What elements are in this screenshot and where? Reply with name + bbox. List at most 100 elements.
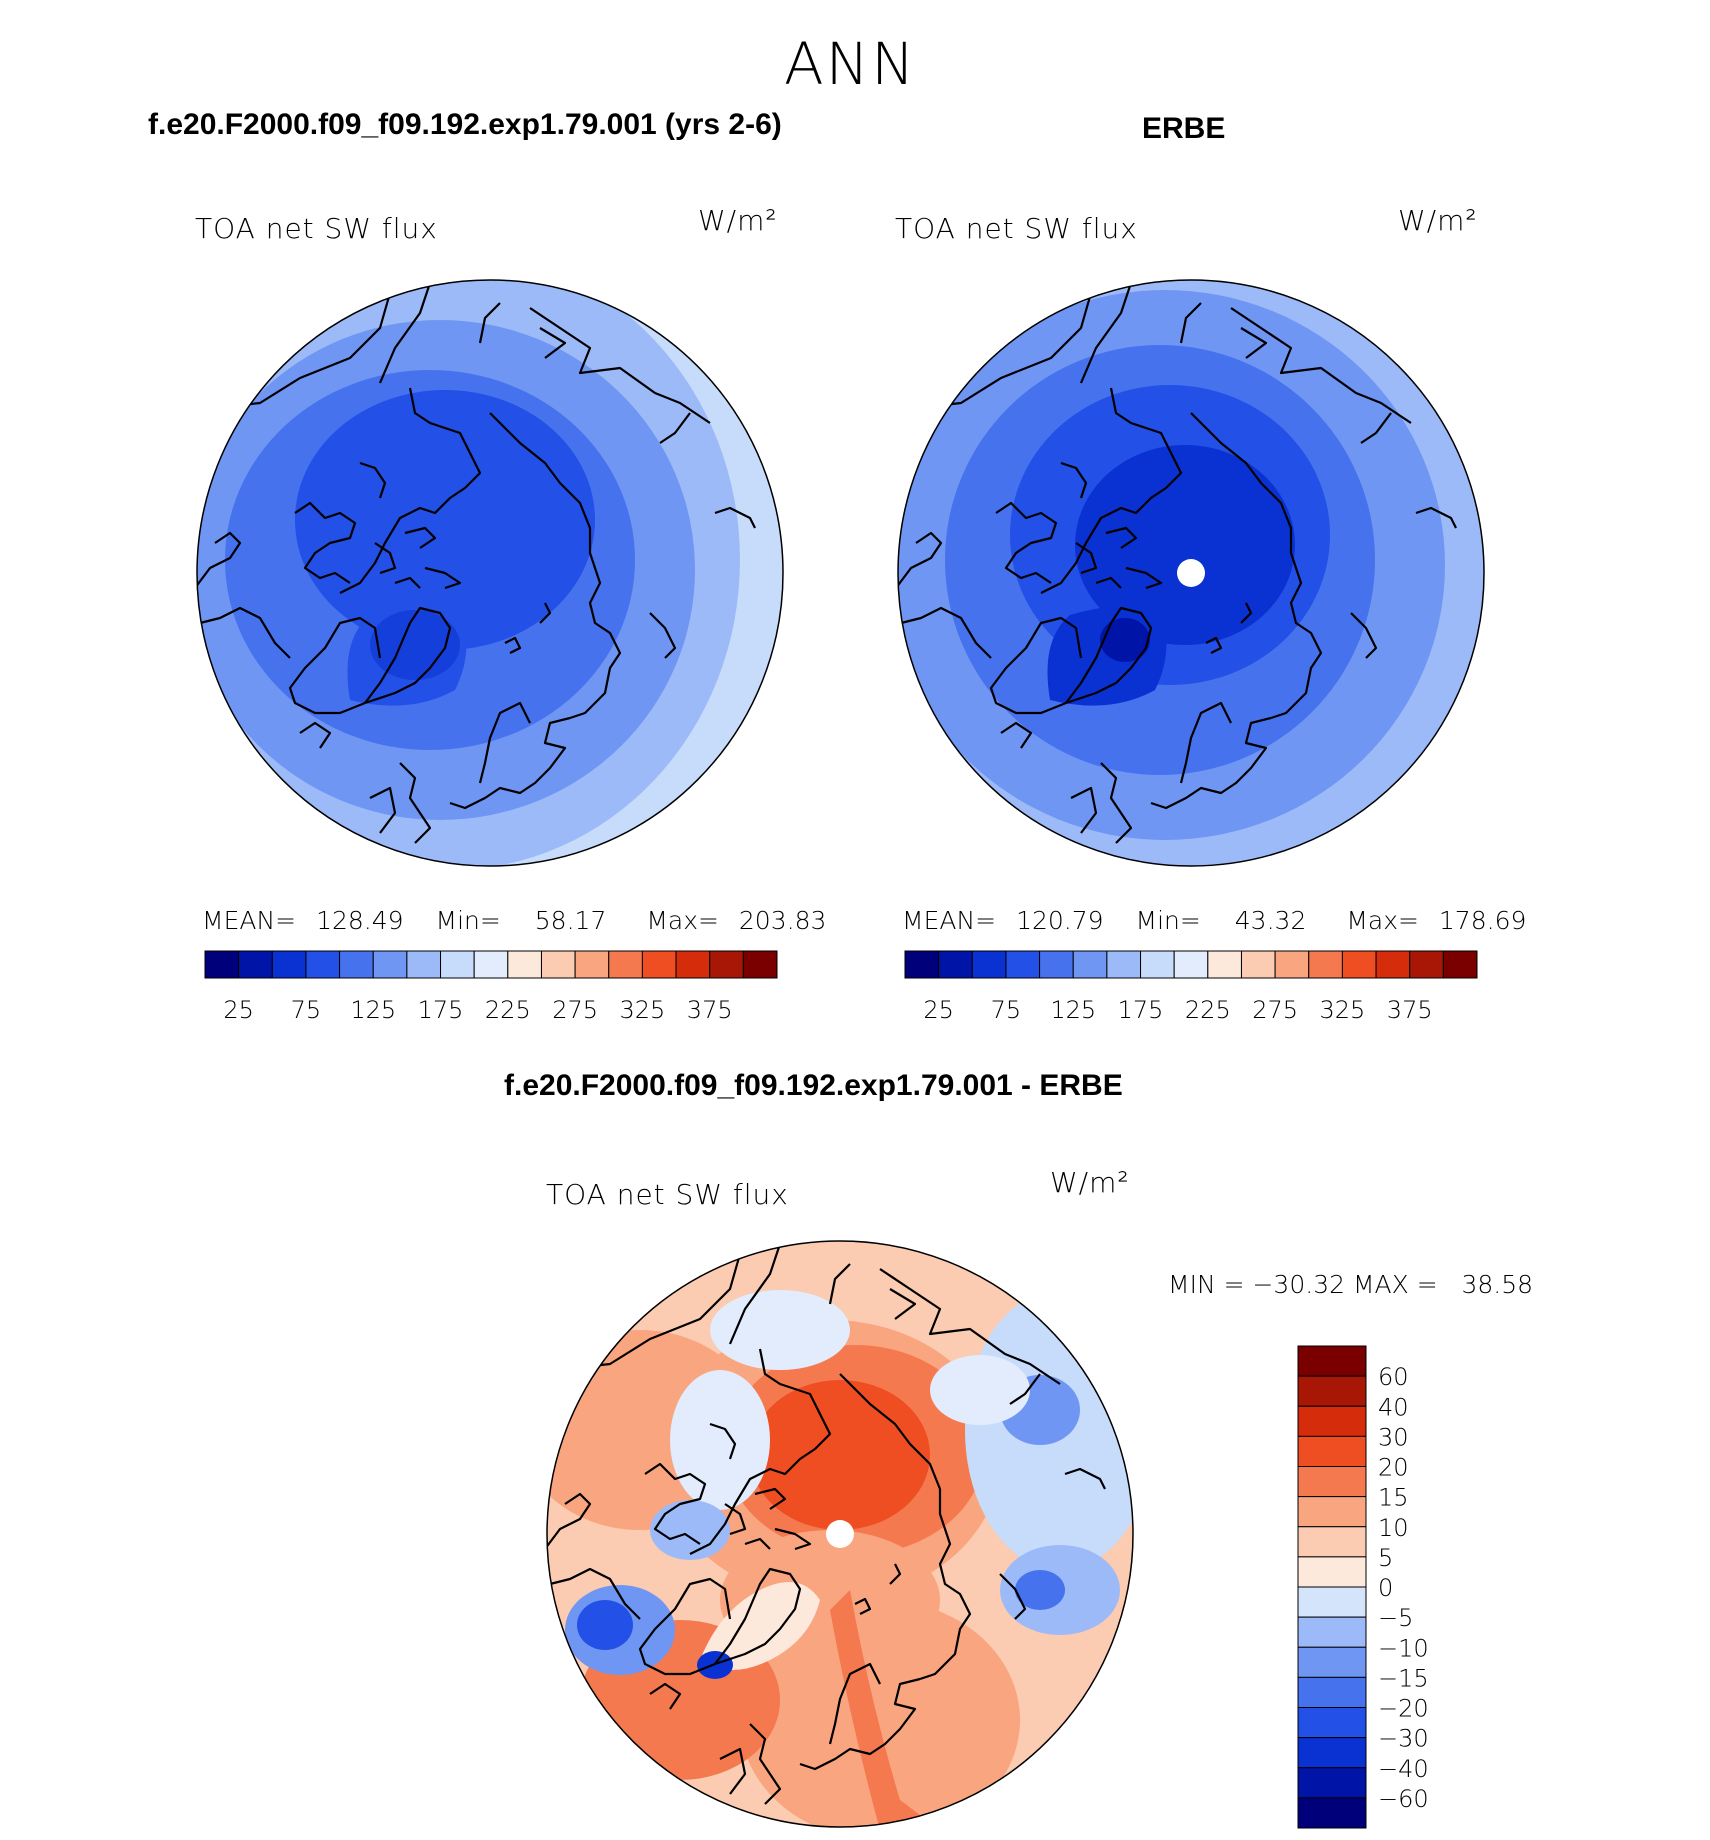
panel3-map (547, 1241, 1133, 1827)
panel2-colorbar-swatch (1240, 950, 1276, 979)
panel1-max-value: 203.83 (738, 906, 827, 935)
panel3-colorbar-tick-label: −20 (1378, 1695, 1429, 1723)
panel1-colorbar-swatch (204, 950, 240, 979)
panel3-colorbar-tick-label: 15 (1378, 1484, 1409, 1512)
panel3-colorbar-tick-label: −5 (1378, 1604, 1413, 1632)
panel1-colorbar-swatch (540, 950, 576, 979)
panel3-colorbar-tick-label: 60 (1378, 1363, 1409, 1391)
panel2-colorbar-swatch (938, 950, 973, 979)
panel2-mean-label: MEAN= (902, 906, 997, 935)
panel2-colorbar-tick-label: 25 (923, 996, 954, 1024)
panel1-title: f.e20.F2000.f09_f09.192.exp1.79.001 (yrs… (148, 108, 782, 141)
panel2-colorbar-swatch (904, 950, 940, 979)
panel3-pole-hole (826, 1520, 854, 1548)
panel3-colorbar-tick-label: −40 (1378, 1755, 1429, 1783)
panel3-colorbar-swatch (1297, 1676, 1367, 1708)
panel2-max-label: Max= (1346, 906, 1419, 935)
panel3-colorbar-tick-label: −30 (1378, 1725, 1429, 1753)
panel1-colorbar-tick-label: 75 (291, 996, 322, 1024)
panel2-colorbar-swatch (1274, 950, 1310, 979)
panel3-title: f.e20.F2000.f09_f09.192.exp1.79.001 - ER… (504, 1069, 1123, 1102)
panel3-colorbar (1297, 1345, 1367, 1829)
panel1-min-value: 58.17 (534, 906, 607, 935)
panel3-colorbar-tick-label: 20 (1378, 1454, 1409, 1482)
panel2-colorbar-swatch (1409, 950, 1444, 979)
panel2-colorbar-tick-label: 75 (991, 996, 1022, 1024)
panel1-colorbar-swatch (608, 950, 643, 979)
panel2-colorbar-swatch (1039, 950, 1074, 979)
panel3-colorbar-swatch (1297, 1737, 1367, 1769)
panel1-map-border (196, 279, 784, 867)
panel1-colorbar-swatch (574, 950, 610, 979)
panel3-colorbar-swatch (1297, 1496, 1367, 1528)
panel2-colorbar-tick-label: 325 (1320, 996, 1366, 1024)
panel3-variable-label: TOA net SW flux (546, 1178, 789, 1211)
panel3-colorbar-tick-label: 40 (1378, 1393, 1409, 1421)
panel3-colorbar-swatch (1297, 1466, 1367, 1498)
panel2-colorbar-swatch (1442, 950, 1478, 979)
panel1-colorbar-swatch (372, 950, 408, 979)
panel3-colorbar-swatch (1297, 1405, 1367, 1437)
panel1-colorbar-tick-label: 275 (552, 996, 598, 1024)
panel1-colorbar-swatch (440, 950, 475, 979)
panel1-min-label: Min= (435, 906, 501, 935)
panel1-units-label: W/m² (698, 204, 778, 237)
panel2-colorbar-swatch (1375, 950, 1411, 979)
panel1-colorbar-tick-label: 125 (350, 996, 396, 1024)
panel1-colorbar-swatch (473, 950, 509, 979)
panel3-colorbar-tick-label: 5 (1378, 1544, 1393, 1572)
panel1-mean-label: MEAN= (202, 906, 297, 935)
panel2-colorbar-swatch (1173, 950, 1209, 979)
panel3-colorbar-swatch (1297, 1797, 1367, 1829)
panel1-colorbar-tick-label: 25 (223, 996, 254, 1024)
panel1-colorbar-swatch (339, 950, 374, 979)
panel2-pole-hole (1177, 559, 1205, 587)
figure-title: ANN (784, 30, 917, 98)
panel3-colorbar-swatch (1297, 1707, 1367, 1739)
panel2-units-label: W/m² (1398, 204, 1478, 237)
panel3-colorbar-swatch (1297, 1646, 1367, 1678)
panel2-colorbar-swatch (1207, 950, 1242, 979)
panel2-colorbar-tick-label: 175 (1118, 996, 1164, 1024)
panel1-mean-value: 128.49 (316, 906, 404, 935)
panel1-colorbar-swatch (271, 950, 307, 979)
panel2-min-value: 43.32 (1234, 906, 1307, 935)
panel3-colorbar-tick-label: 0 (1378, 1574, 1393, 1602)
panel2-min-label: Min= (1135, 906, 1201, 935)
panel3-units-label: W/m² (1050, 1166, 1130, 1199)
panel1-colorbar-swatch (305, 950, 341, 979)
panel1-stats: MEAN= 128.49 Min= 58.17 Max= 203.83 (202, 906, 826, 935)
panel2-title: ERBE (1142, 112, 1226, 145)
panel1-colorbar-tick-label: 225 (485, 996, 531, 1024)
panel2-colorbar-swatch (1072, 950, 1108, 979)
panel3-colorbar-tick-label: −60 (1378, 1785, 1429, 1813)
panel1-colorbar-swatch (641, 950, 677, 979)
panel1-colorbar-swatch (709, 950, 744, 979)
panel1-colorbar-tick-label: 325 (620, 996, 666, 1024)
panel2-colorbar-tick-label: 125 (1050, 996, 1096, 1024)
panel2-colorbar-swatch (971, 950, 1007, 979)
panel2-colorbar-swatch (1341, 950, 1377, 979)
panel3-colorbar-tick-label: −15 (1378, 1664, 1429, 1692)
panel1-colorbar-tick-label: 175 (418, 996, 464, 1024)
panel1-colorbar-swatch (238, 950, 273, 979)
panel2-colorbar-swatch (1106, 950, 1142, 979)
panel1-map (197, 280, 783, 866)
panel3-colorbar-swatch (1297, 1556, 1367, 1588)
panel2-colorbar-tick-label: 375 (1387, 996, 1433, 1024)
panel3-colorbar-swatch (1297, 1526, 1367, 1558)
panel3-map-border (546, 1240, 1134, 1828)
panel2-colorbar-swatch (1005, 950, 1041, 979)
panel2-colorbar (904, 950, 1478, 979)
panel3-colorbar-tick-label: 10 (1378, 1514, 1409, 1542)
panel1-colorbar-swatch (406, 950, 442, 979)
panel1-colorbar-swatch (507, 950, 542, 979)
panel3-colorbar-tick-label: 30 (1378, 1423, 1409, 1451)
panel3-colorbar-swatch (1297, 1616, 1367, 1648)
panel1-colorbar-swatch (742, 950, 778, 979)
panel2-variable-label: TOA net SW flux (895, 212, 1138, 245)
panel2-colorbar-swatch (1140, 950, 1175, 979)
panel2-max-value: 178.69 (1438, 906, 1527, 935)
